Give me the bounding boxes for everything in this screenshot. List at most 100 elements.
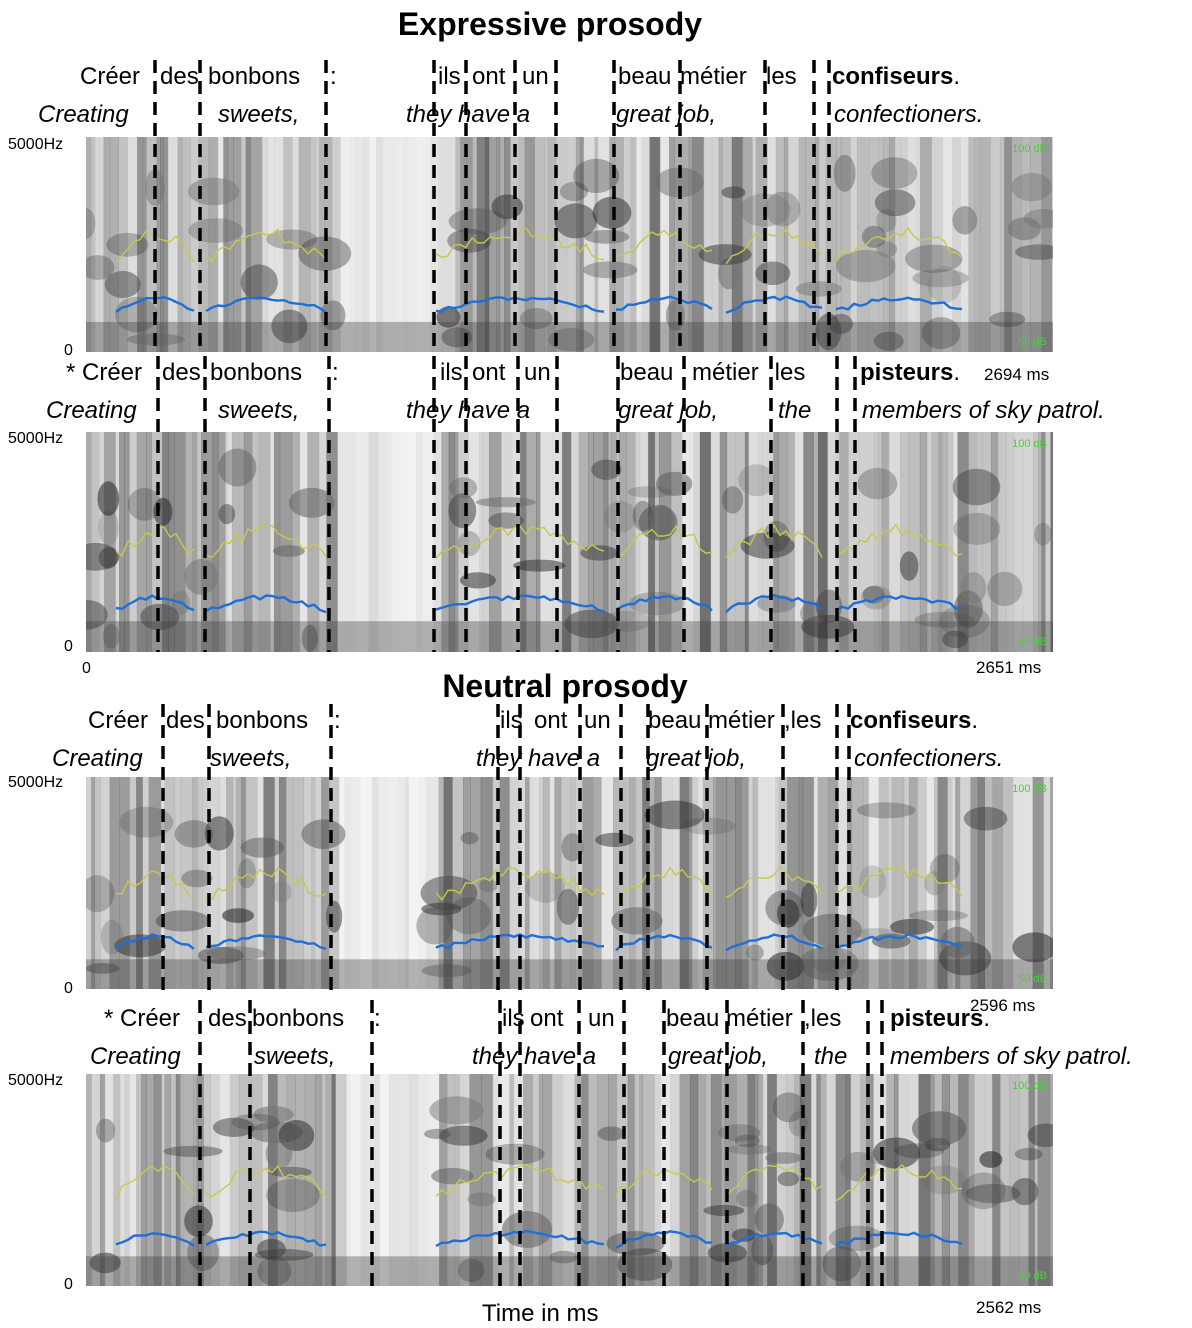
freq-top-label: 5000Hz	[8, 430, 64, 447]
gloss: great job,	[668, 1043, 769, 1070]
word: des	[208, 1005, 247, 1032]
target-word-group: confiseurs.	[850, 706, 978, 736]
gloss-target: confectioners.	[854, 745, 1004, 772]
word: ils	[440, 359, 463, 386]
word: ont	[472, 63, 506, 90]
freq-bottom-label: 0	[64, 980, 73, 997]
word: beau	[648, 707, 702, 734]
sentence-end: .	[983, 1005, 991, 1032]
spectrogram-plot	[86, 432, 1053, 652]
word: Créer	[82, 359, 143, 386]
gloss: they have a	[406, 397, 531, 424]
x-axis-label: Time in ms	[482, 1300, 599, 1327]
word: Créer	[80, 63, 141, 90]
word: un	[522, 63, 549, 90]
word: ils	[502, 1005, 525, 1032]
duration-label-3: 2596 ms	[970, 996, 1036, 1015]
gloss: great job,	[646, 745, 747, 772]
word: ont	[534, 707, 568, 734]
gloss: sweets,	[218, 397, 300, 424]
word: métier	[680, 63, 747, 90]
target-word-group: pisteurs.	[860, 358, 960, 388]
word: Créer	[120, 1005, 181, 1032]
word: ,les	[768, 359, 806, 386]
word: des	[166, 707, 205, 734]
gloss: sweets,	[210, 745, 292, 772]
freq-bottom-label: 0	[64, 1276, 73, 1293]
spectrogram-panel-3: 100 dB 50 dB	[86, 777, 1053, 989]
gloss: sweets,	[218, 101, 300, 128]
prefix: *	[104, 1005, 114, 1032]
word: bonbons	[216, 707, 309, 734]
word: ont	[472, 359, 506, 386]
word: :	[332, 359, 339, 386]
word: métier	[692, 359, 759, 386]
db-top-label: 100 dB	[1012, 783, 1047, 795]
db-bottom-label: 50 dB	[1018, 973, 1047, 985]
gloss: great job,	[616, 101, 717, 128]
word: Créer	[88, 707, 149, 734]
gloss: sweets,	[254, 1043, 336, 1070]
duration-label-2: 2651 ms	[976, 658, 1042, 677]
word: des	[162, 359, 201, 386]
db-top-label: 100 dB	[1012, 143, 1047, 155]
gloss: the	[778, 397, 812, 424]
word: beau	[618, 63, 672, 90]
db-top-label: 100 dB	[1012, 438, 1047, 450]
prefix: *	[66, 359, 76, 386]
word: ils	[500, 707, 523, 734]
db-bottom-label: 50 dB	[1018, 336, 1047, 348]
word: ,les	[784, 707, 822, 734]
neutral-title: Neutral prosody	[442, 668, 688, 704]
word: :	[334, 707, 341, 734]
gloss: they have a	[476, 745, 601, 772]
expressive-title: Expressive prosody	[397, 6, 703, 42]
gloss: they have a	[472, 1043, 597, 1070]
db-bottom-label: 50 dB	[1018, 636, 1047, 648]
duration-label-1: 2694 ms	[984, 365, 1050, 384]
word: un	[584, 707, 611, 734]
spectrogram-plot	[86, 777, 1053, 989]
word: des	[160, 63, 199, 90]
spectrogram-panel-4: 100 dB 50 dB	[86, 1074, 1053, 1286]
word: beau	[666, 1005, 720, 1032]
word: beau	[620, 359, 674, 386]
word: un	[588, 1005, 615, 1032]
word: métier	[708, 707, 775, 734]
gloss: the	[814, 1043, 848, 1070]
target-word: pisteurs	[860, 359, 954, 386]
target-word: confiseurs	[832, 63, 954, 90]
word: bonbons	[208, 63, 301, 90]
word: ,les	[804, 1005, 842, 1032]
gloss: great job,	[618, 397, 719, 424]
word: métier	[726, 1005, 793, 1032]
gloss-target: members of sky patrol.	[890, 1043, 1133, 1070]
spectrogram-plot	[86, 1074, 1053, 1286]
sentence-end: .	[971, 707, 979, 734]
word: :	[374, 1005, 381, 1032]
target-word: pisteurs	[890, 1005, 984, 1032]
duration-label-4: 2562 ms	[976, 1298, 1042, 1317]
spectrogram-plot	[86, 137, 1053, 352]
freq-bottom-label: 0	[64, 638, 73, 655]
word: les	[766, 63, 797, 90]
word: ils	[438, 63, 461, 90]
sentence-end: .	[953, 63, 961, 90]
gloss-target: confectioners.	[834, 101, 984, 128]
time-start-label: 0	[82, 660, 91, 677]
word: ont	[530, 1005, 564, 1032]
word: bonbons	[252, 1005, 345, 1032]
sentence-end: .	[953, 359, 961, 386]
freq-bottom-label: 0	[64, 342, 73, 359]
word: un	[524, 359, 551, 386]
gloss-target: members of sky patrol.	[862, 397, 1105, 424]
spectrogram-panel-2: 100 dB 50 dB	[86, 432, 1053, 652]
db-top-label: 100 dB	[1012, 1080, 1047, 1092]
word: :	[330, 63, 337, 90]
gloss: Creating	[38, 101, 129, 128]
gloss: Creating	[90, 1043, 181, 1070]
word: bonbons	[210, 359, 303, 386]
gloss: Creating	[46, 397, 137, 424]
target-word: confiseurs	[850, 707, 972, 734]
freq-top-label: 5000Hz	[8, 1072, 64, 1089]
